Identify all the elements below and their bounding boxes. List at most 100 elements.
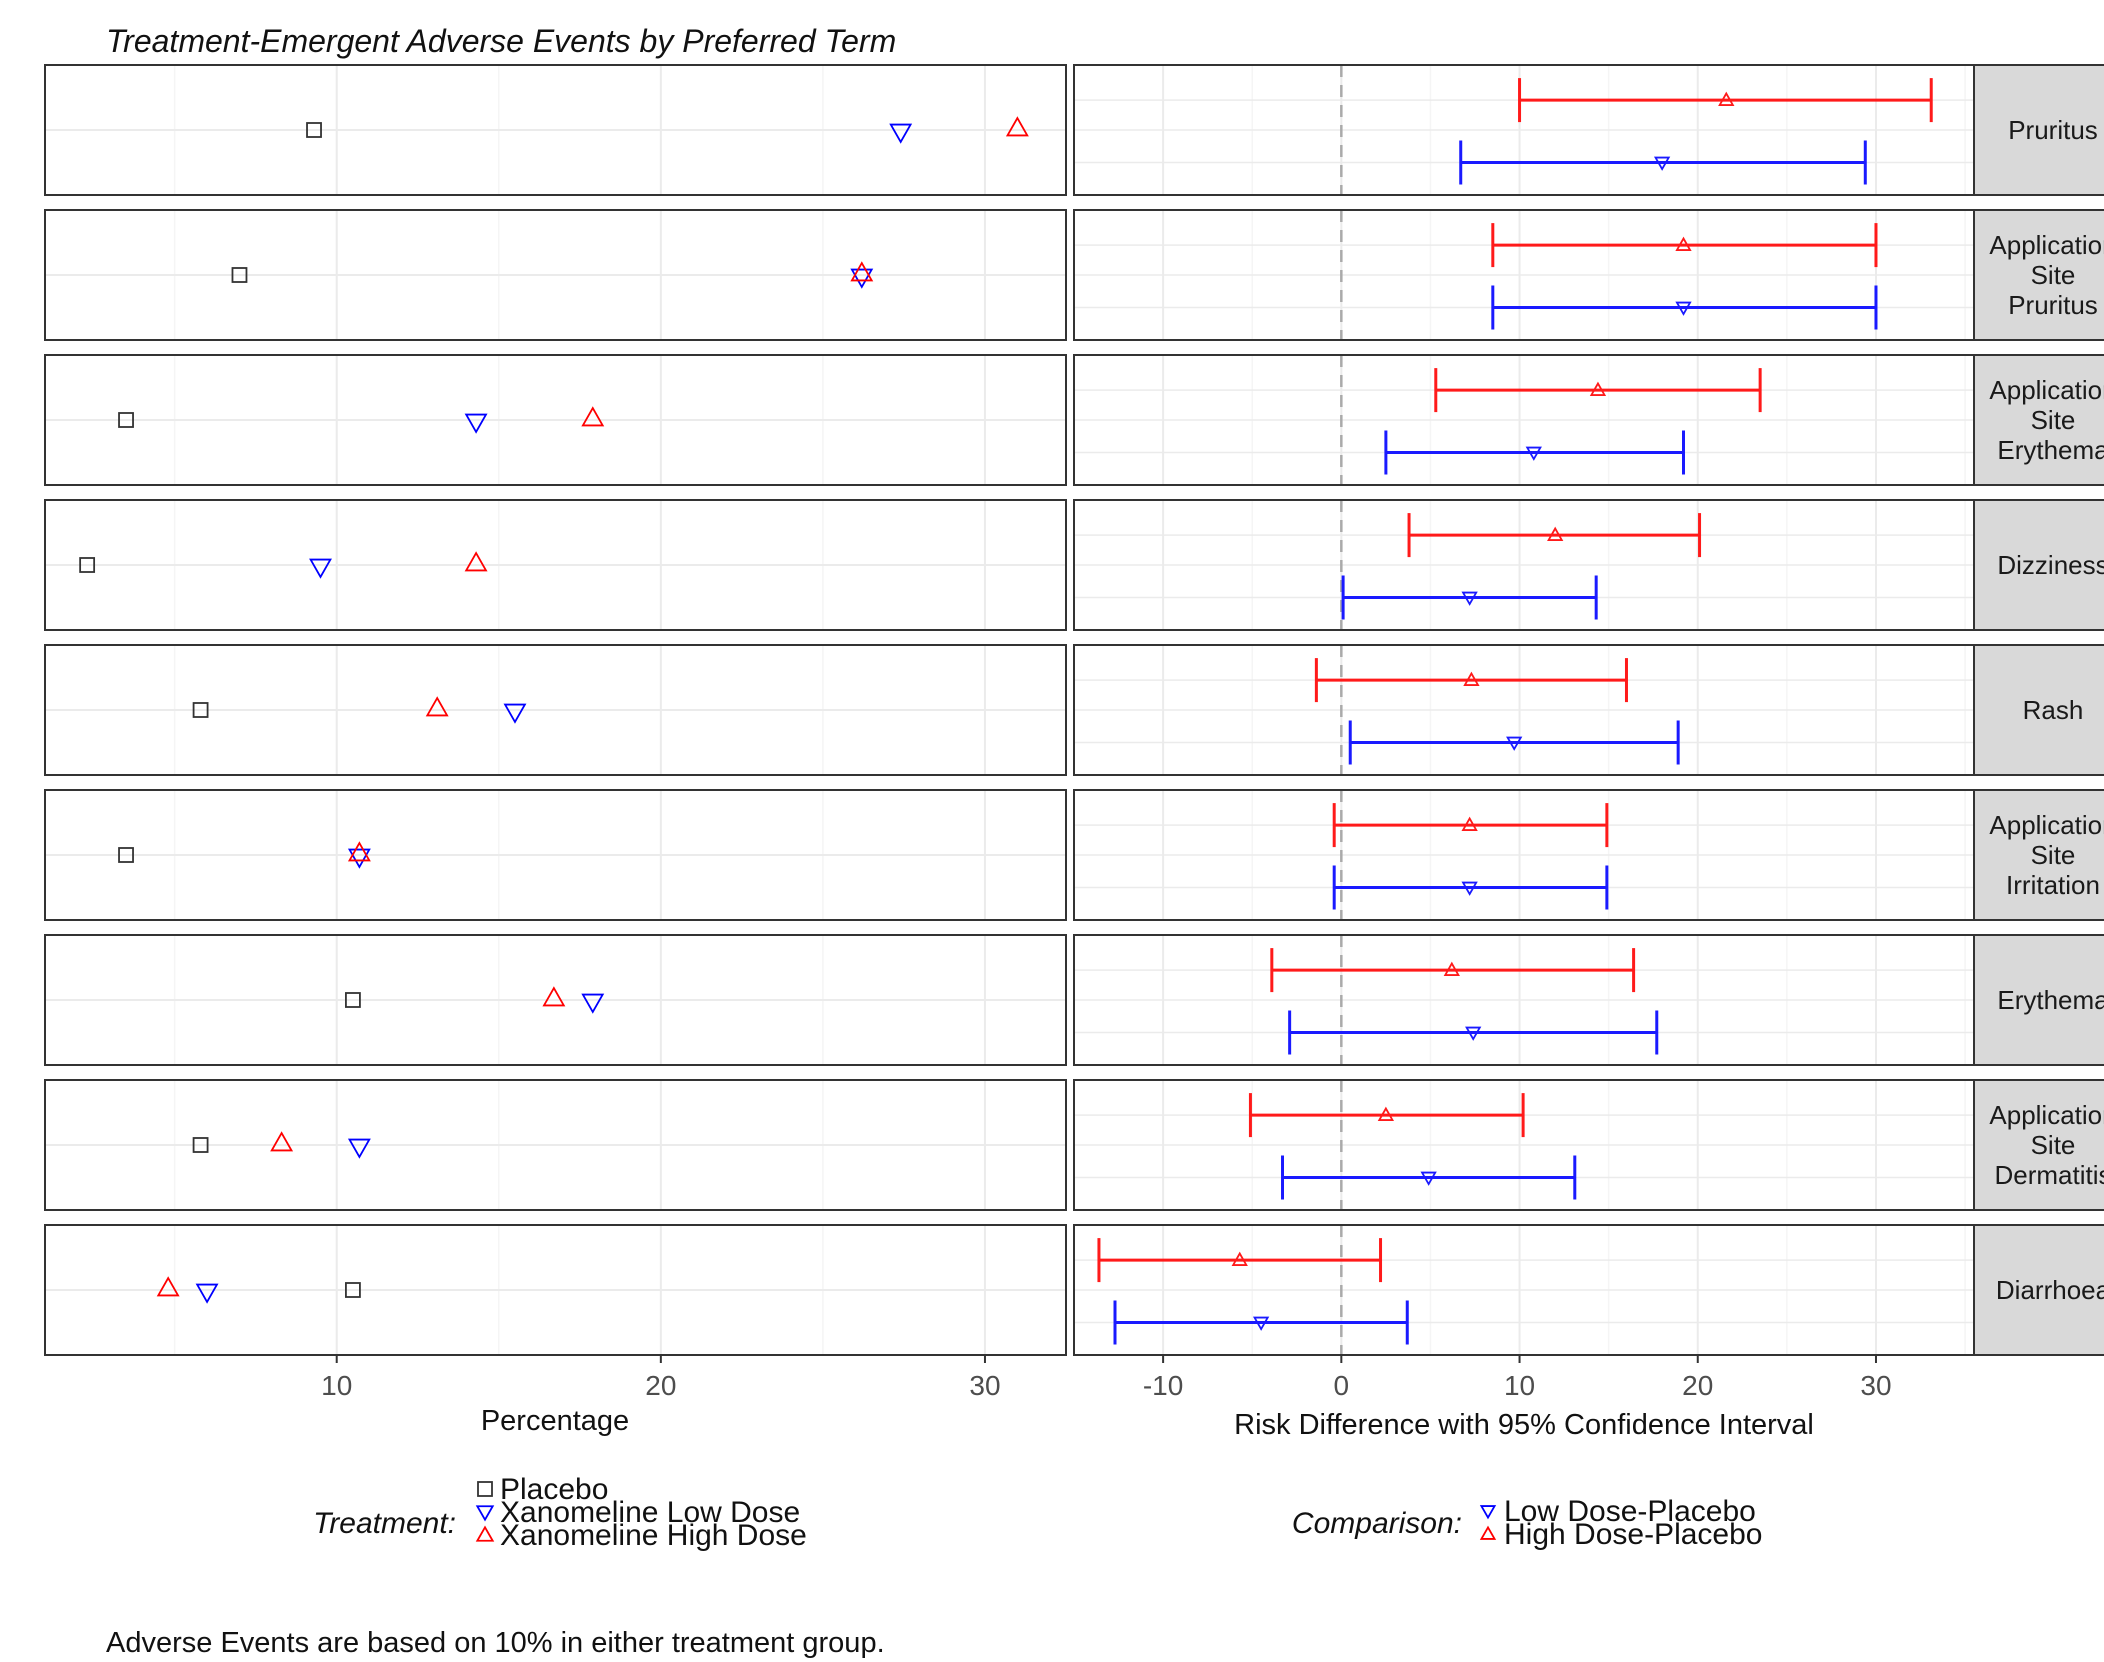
strip-label-bg <box>1973 354 2104 486</box>
low-dose-point <box>503 703 527 724</box>
ci-estimate-point <box>1463 671 1480 686</box>
term-row: Erythema <box>44 934 2104 1066</box>
comparison-legend-label: Low Dose-Placebo <box>1504 1495 1756 1528</box>
term-row: Rash <box>44 644 2104 776</box>
comparison-legend-title: Comparison: <box>1292 1507 1462 1540</box>
left-panel-border <box>44 354 1067 486</box>
term-row: Dizziness <box>44 499 2104 631</box>
right-x-tick-label: 10 <box>1504 1370 1535 1401</box>
strip-label-bg <box>1973 499 2104 631</box>
low-dose-point <box>309 558 332 579</box>
strip-label-text: Rash <box>2023 695 2084 725</box>
ci-estimate-point <box>1718 91 1735 106</box>
low-dose-point <box>347 1138 371 1159</box>
high-dose-ci <box>1097 1238 1383 1283</box>
high-dose-ci <box>1434 368 1762 413</box>
ci-estimate-point <box>1461 591 1478 606</box>
ci-estimate-point <box>1461 816 1478 831</box>
high-dose-point <box>850 261 874 282</box>
high-dose-ci <box>1270 948 1636 993</box>
low-dose-ci <box>1384 430 1686 475</box>
low-dose-ci <box>1332 865 1609 910</box>
right-x-tick-label: -10 <box>1143 1370 1183 1401</box>
strip-label-text: Site <box>2031 260 2076 290</box>
low-dose-ci <box>1341 575 1598 620</box>
low-dose-point <box>581 993 605 1014</box>
treatment-legend-key <box>475 1505 495 1522</box>
high-dose-point <box>347 841 371 862</box>
high-dose-point <box>425 696 449 717</box>
term-row: Diarrhoea <box>44 1224 2104 1356</box>
high-dose-point <box>581 406 605 427</box>
high-dose-point <box>464 551 488 572</box>
left-panel-border <box>44 934 1067 1066</box>
high-dose-point <box>542 986 566 1007</box>
term-row: Pruritus <box>44 64 2104 196</box>
ci-estimate-point <box>1252 1316 1270 1331</box>
left-panel-border <box>44 209 1067 341</box>
ci-estimate-point <box>1506 736 1523 751</box>
strip-label-text: Application <box>1989 810 2104 840</box>
left-axis-label: Percentage <box>481 1405 629 1437</box>
low-dose-ci <box>1288 1010 1659 1055</box>
treatment-legend-label: Xanomeline High Dose <box>500 1519 807 1552</box>
placebo-point <box>192 1137 209 1153</box>
right-x-tick-label: 0 <box>1334 1370 1350 1401</box>
placebo-point <box>79 557 96 573</box>
strip-label-text: Pruritus <box>2008 115 2098 145</box>
strip-label-text: Dermatitis <box>1994 1160 2104 1190</box>
ci-estimate-point <box>1443 961 1460 976</box>
left-x-tick-label: 20 <box>645 1370 676 1401</box>
treatment-legend-label: Placebo <box>500 1473 608 1506</box>
strip-label-text: Application <box>1989 375 2104 405</box>
ci-estimate-point <box>1420 1171 1437 1186</box>
strip-label-bg <box>1973 1079 2104 1211</box>
strip-label-text: Site <box>2031 1130 2076 1160</box>
low-dose-ci <box>1459 140 1867 185</box>
low-dose-ci <box>1491 285 1878 330</box>
strip-label-bg <box>1973 644 2104 776</box>
treatment-legend-key <box>477 1481 493 1497</box>
right-axis-label: Risk Difference with 95% Confidence Inte… <box>1234 1409 1814 1441</box>
left-panel-border <box>44 64 1067 196</box>
x-axes: 10 20 30 -10 0 10 20 30 <box>321 1355 1892 1401</box>
panels: PruritusApplicationSitePruritusApplicati… <box>44 64 2104 1401</box>
strip-label-bg <box>1973 934 2104 1066</box>
placebo-point <box>231 267 248 283</box>
high-dose-point <box>156 1276 180 1297</box>
ci-estimate-point <box>1465 1026 1482 1041</box>
ci-estimate-point <box>1653 156 1671 171</box>
strip-label-bg <box>1973 1224 2104 1356</box>
placebo-point <box>345 992 361 1008</box>
strip-label-text: Pruritus <box>2008 290 2098 320</box>
strip-label-text: Site <box>2031 405 2076 435</box>
footnote: Adverse Events are based on 10% in eithe… <box>106 1627 885 1659</box>
chart-title: Treatment-Emergent Adverse Events by Pre… <box>106 23 896 59</box>
high-dose-point <box>1005 116 1029 137</box>
ci-estimate-point <box>1675 236 1692 251</box>
left-panel-border <box>44 644 1067 776</box>
low-dose-ci <box>1348 720 1680 765</box>
placebo-point <box>192 702 209 718</box>
strip-label-text: Application <box>1989 230 2104 260</box>
strip-label-text: Application <box>1989 1100 2104 1130</box>
strip-label-bg <box>1973 64 2104 196</box>
strip-label-text: Erythema <box>1997 435 2104 465</box>
low-dose-ci <box>1281 1155 1577 1200</box>
low-dose-point <box>889 123 913 144</box>
treatment-legend-title: Treatment: <box>313 1507 456 1540</box>
ci-estimate-point <box>1675 301 1692 316</box>
treatment-legend-label: Xanomeline Low Dose <box>500 1496 800 1529</box>
ci-estimate-point <box>1525 446 1542 461</box>
ci-estimate-point <box>1377 1106 1395 1121</box>
strip-label-text: Irritation <box>2006 870 2100 900</box>
strip-label-bg <box>1973 789 2104 921</box>
left-panel-border <box>44 1079 1067 1211</box>
strip-label-bg <box>1973 209 2104 341</box>
high-dose-ci <box>1407 513 1702 558</box>
high-dose-point <box>270 1131 294 1152</box>
